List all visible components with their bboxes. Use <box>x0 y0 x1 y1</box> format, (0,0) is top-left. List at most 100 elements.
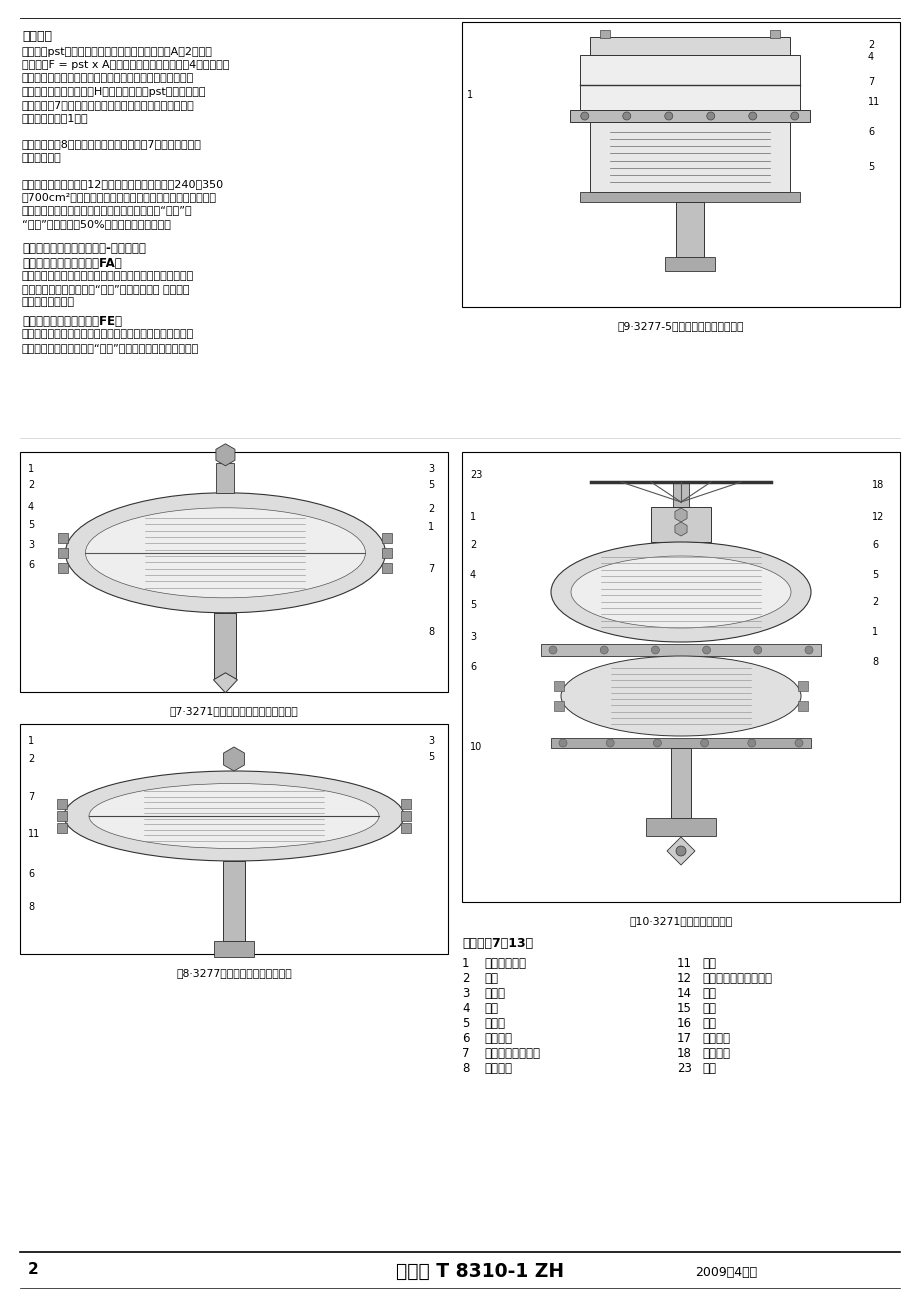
Text: 用杆连接器（8）可把气动执行机构推杆（7）与控制阀的阀: 用杆连接器（8）可把气动执行机构推杆（7）与控制阀的阀 <box>22 139 201 150</box>
Text: 2: 2 <box>28 480 34 490</box>
Bar <box>214 941 254 957</box>
Text: 锁紧螺母: 锁紧螺母 <box>483 1032 512 1046</box>
Text: 可调整的机械限位（图12），适用在膜片有效面秭240、350: 可调整的机械限位（图12），适用在膜片有效面秭240、350 <box>22 178 224 189</box>
Text: 2: 2 <box>28 754 34 764</box>
Bar <box>461 452 899 902</box>
Bar <box>645 818 715 836</box>
Ellipse shape <box>561 656 800 736</box>
Text: 2: 2 <box>871 598 878 607</box>
Text: 12: 12 <box>871 512 883 522</box>
Text: 8: 8 <box>871 658 877 667</box>
Text: 6: 6 <box>871 540 877 549</box>
Circle shape <box>652 740 661 747</box>
Bar <box>589 36 789 55</box>
Text: 18: 18 <box>676 1047 691 1060</box>
Text: 盖帽: 盖帽 <box>701 987 715 1000</box>
Text: 图10·3271型带附加顶装手轮: 图10·3271型带附加顶装手轮 <box>629 917 732 926</box>
Text: 气动执行机构推杆: 气动执行机构推杆 <box>483 1047 539 1060</box>
Text: 1: 1 <box>28 736 34 746</box>
Bar <box>20 724 448 954</box>
Text: 5: 5 <box>871 570 878 579</box>
Bar <box>651 506 710 542</box>
Text: 图例（图7至13）: 图例（图7至13） <box>461 937 532 950</box>
Text: 工作原理: 工作原理 <box>22 30 52 43</box>
Text: 图7·3271型（右半部：附加套装弹簧）: 图7·3271型（右半部：附加套装弹簧） <box>169 706 298 716</box>
Text: “缩回”）上最大为50%的限制和允许的调整。: “缩回”）上最大为50%的限制和允许的调整。 <box>22 219 171 229</box>
Ellipse shape <box>571 556 790 628</box>
Text: 7: 7 <box>867 77 873 87</box>
Text: 11: 11 <box>676 957 691 970</box>
Text: 4: 4 <box>461 1003 469 1016</box>
Text: 1: 1 <box>28 464 34 474</box>
Text: 15: 15 <box>676 1003 691 1016</box>
Text: 8: 8 <box>427 628 434 637</box>
Text: 7: 7 <box>28 792 34 802</box>
Bar <box>589 122 789 191</box>
Bar <box>461 22 899 307</box>
Bar <box>401 799 411 809</box>
Bar <box>59 533 68 543</box>
Text: 12: 12 <box>676 973 691 986</box>
Text: 图9·3277-5型用于集成直接安装附件: 图9·3277-5型用于集成直接安装附件 <box>617 322 743 331</box>
Text: 锁紧螺母: 锁紧螺母 <box>701 1047 729 1060</box>
Text: 2: 2 <box>28 1262 39 1277</box>
Text: 连杆: 连杆 <box>701 1017 715 1030</box>
Bar <box>579 55 799 109</box>
Text: 5: 5 <box>28 519 34 530</box>
Text: 气动执行机构推杆伸出（FA）: 气动执行机构推杆伸出（FA） <box>22 256 121 270</box>
Text: 3: 3 <box>427 736 434 746</box>
Text: 当作用在膜片上的信号压力减少或气源故障，膜片室内的弹: 当作用在膜片上的信号压力减少或气源故障，膜片室内的弹 <box>22 329 194 340</box>
Text: 2: 2 <box>470 540 476 549</box>
Bar <box>401 823 411 833</box>
Text: 5: 5 <box>461 1017 469 1030</box>
Text: 压力连接位置（1）。: 压力连接位置（1）。 <box>22 113 88 122</box>
Text: 簧范围和额定行程。行程H与所加信号压力pst成正比。执行: 簧范围和额定行程。行程H与所加信号压力pst成正比。执行 <box>22 87 206 96</box>
Bar <box>540 644 820 656</box>
Text: 6: 6 <box>28 868 34 879</box>
Circle shape <box>753 646 761 654</box>
Text: 6: 6 <box>867 128 873 137</box>
Text: 18: 18 <box>871 480 883 490</box>
Text: 簧力使气动执行机构推杆“伸出”到最下端位置 （参见剥: 簧力使气动执行机构推杆“伸出”到最下端位置 （参见剥 <box>22 284 189 294</box>
Circle shape <box>580 112 588 120</box>
Polygon shape <box>213 673 237 693</box>
Text: 螺母: 螺母 <box>701 1003 715 1016</box>
Bar <box>550 738 811 749</box>
Circle shape <box>606 740 614 747</box>
Text: 杆连接器: 杆连接器 <box>483 1062 512 1075</box>
Ellipse shape <box>65 492 385 613</box>
Text: 信号压力pst作用在气动执行机构的膜片有效面秭A（2）上，: 信号压力pst作用在气动执行机构的膜片有效面秭A（2）上， <box>22 47 212 57</box>
Circle shape <box>549 646 556 654</box>
Text: 1: 1 <box>427 522 434 533</box>
Text: 2: 2 <box>461 973 469 986</box>
Text: 差手轮的执行机构推杆: 差手轮的执行机构推杆 <box>701 973 771 986</box>
Bar <box>20 452 448 691</box>
Text: 数据表 T 8310-1 ZH: 数据表 T 8310-1 ZH <box>395 1262 563 1281</box>
Text: 5: 5 <box>470 600 476 611</box>
Circle shape <box>675 846 686 855</box>
Bar <box>59 548 68 557</box>
Text: 11: 11 <box>867 98 879 107</box>
Bar <box>797 700 807 711</box>
Circle shape <box>747 740 755 747</box>
Circle shape <box>664 112 672 120</box>
Text: 3: 3 <box>28 540 34 549</box>
Text: 或700cm²及膜片室为钓板材料的气动执行机构。使用行程限: 或700cm²及膜片室为钓板材料的气动执行机构。使用行程限 <box>22 193 217 202</box>
Circle shape <box>706 112 714 120</box>
Text: 5: 5 <box>867 161 873 172</box>
Ellipse shape <box>89 784 379 849</box>
Text: 6: 6 <box>470 661 476 672</box>
Bar <box>569 109 809 122</box>
Text: 1: 1 <box>461 957 469 970</box>
Circle shape <box>559 740 566 747</box>
Text: 面图的右半部）。: 面图的右半部）。 <box>22 297 75 307</box>
Text: 1: 1 <box>467 90 472 100</box>
Text: 杆连接起来。: 杆连接起来。 <box>22 152 62 163</box>
Bar <box>222 861 244 941</box>
Circle shape <box>702 646 709 654</box>
Text: 4: 4 <box>867 52 873 62</box>
Circle shape <box>700 740 708 747</box>
Text: 3: 3 <box>470 631 476 642</box>
Bar <box>599 30 609 38</box>
Bar <box>579 191 799 202</box>
